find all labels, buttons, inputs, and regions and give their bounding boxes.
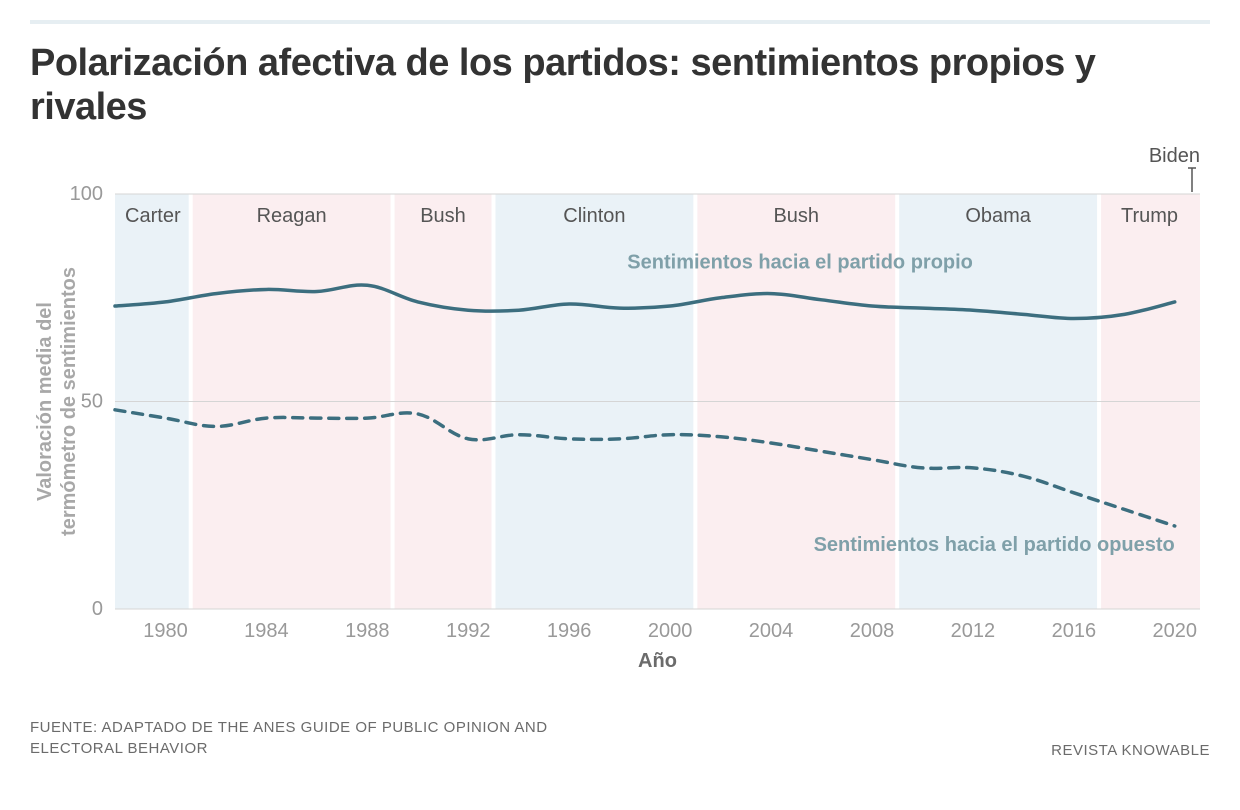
y-axis-label: Valoración media deltermómetro de sentim…	[34, 267, 80, 536]
era-label: Carter	[125, 205, 181, 227]
x-tick-label: 2004	[749, 620, 794, 642]
biden-label: Biden	[1149, 145, 1200, 167]
y-tick-label: 0	[92, 598, 103, 620]
x-tick-label: 2012	[951, 620, 996, 642]
footer: FUENTE: ADAPTADO DE THE ANES GUIDE OF PU…	[30, 717, 1210, 759]
x-tick-label: 2020	[1153, 620, 1198, 642]
x-tick-label: 1984	[244, 620, 289, 642]
era-label: Reagan	[257, 205, 327, 227]
era-label: Trump	[1121, 205, 1178, 227]
rival-series-label: Sentimientos hacia el partido opuesto	[814, 534, 1175, 556]
x-tick-label: 1996	[547, 620, 592, 642]
x-tick-label: 1988	[345, 620, 390, 642]
line-chart: Carter Reagan Bush Clinton Bush Obama Trump 0 50…	[30, 139, 1210, 699]
credit-text: REVISTA KNOWABLE	[1051, 742, 1210, 759]
era-label: Clinton	[563, 205, 625, 227]
source-text: FUENTE: ADAPTADO DE THE ANES GUIDE OF PU…	[30, 717, 630, 759]
era-label: Bush	[773, 205, 819, 227]
y-tick-label: 100	[70, 183, 103, 205]
era-label: Obama	[965, 205, 1031, 227]
chart-container: Carter Reagan Bush Clinton Bush Obama Trump 0 50…	[30, 139, 1210, 699]
top-rule	[30, 20, 1210, 24]
x-tick-label: 1980	[143, 620, 188, 642]
x-tick-label: 1992	[446, 620, 491, 642]
era-label: Bush	[420, 205, 466, 227]
x-tick-label: 2008	[850, 620, 895, 642]
x-axis-label: Año	[638, 650, 677, 672]
x-tick-label: 2016	[1052, 620, 1097, 642]
y-tick-label: 50	[81, 391, 103, 413]
chart-title: Polarización afectiva de los partidos: s…	[30, 42, 1210, 129]
own-series-label: Sentimientos hacia el partido propio	[627, 252, 973, 274]
page: Polarización afectiva de los partidos: s…	[0, 0, 1240, 810]
x-tick-label: 2000	[648, 620, 693, 642]
